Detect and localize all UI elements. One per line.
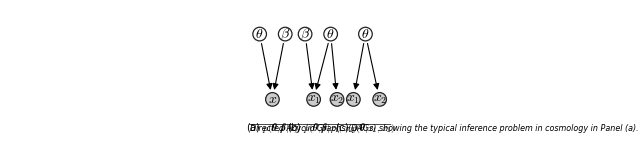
Text: $x_1$: $x_1$ bbox=[307, 92, 321, 106]
Text: $\theta$: $\theta$ bbox=[255, 27, 264, 41]
Text: $x_2$: $x_2$ bbox=[372, 92, 387, 106]
Circle shape bbox=[373, 93, 387, 106]
Circle shape bbox=[266, 93, 279, 106]
Circle shape bbox=[324, 27, 337, 41]
Text: (a) $p(\boldsymbol{\theta}, \boldsymbol{\beta}|x)$: (a) $p(\boldsymbol{\theta}, \boldsymbol{… bbox=[246, 121, 299, 135]
Text: $x_1$: $x_1$ bbox=[346, 92, 360, 106]
Text: $\theta$: $\theta$ bbox=[362, 27, 369, 41]
Text: Directed Acyclic Graphs (DAGs) showing the typical inference problem in cosmolog: Directed Acyclic Graphs (DAGs) showing t… bbox=[250, 124, 640, 133]
Circle shape bbox=[330, 93, 344, 106]
Text: $\beta$: $\beta$ bbox=[300, 26, 310, 42]
Circle shape bbox=[358, 27, 372, 41]
Text: $\beta$: $\beta$ bbox=[280, 26, 291, 42]
Text: $x_2$: $x_2$ bbox=[330, 92, 344, 106]
Text: (b) $p(\boldsymbol{\theta}, \boldsymbol{\beta}|x_1, x_2)$: (b) $p(\boldsymbol{\theta}, \boldsymbol{… bbox=[287, 121, 358, 135]
Text: $\theta$: $\theta$ bbox=[326, 27, 335, 41]
Circle shape bbox=[253, 27, 266, 41]
Text: $x$: $x$ bbox=[268, 92, 277, 106]
Circle shape bbox=[346, 93, 360, 106]
Circle shape bbox=[278, 27, 292, 41]
Text: (c) $p(\boldsymbol{\theta}|x_1, x_2)$: (c) $p(\boldsymbol{\theta}|x_1, x_2)$ bbox=[335, 121, 396, 135]
Circle shape bbox=[298, 27, 312, 41]
Circle shape bbox=[307, 93, 321, 106]
